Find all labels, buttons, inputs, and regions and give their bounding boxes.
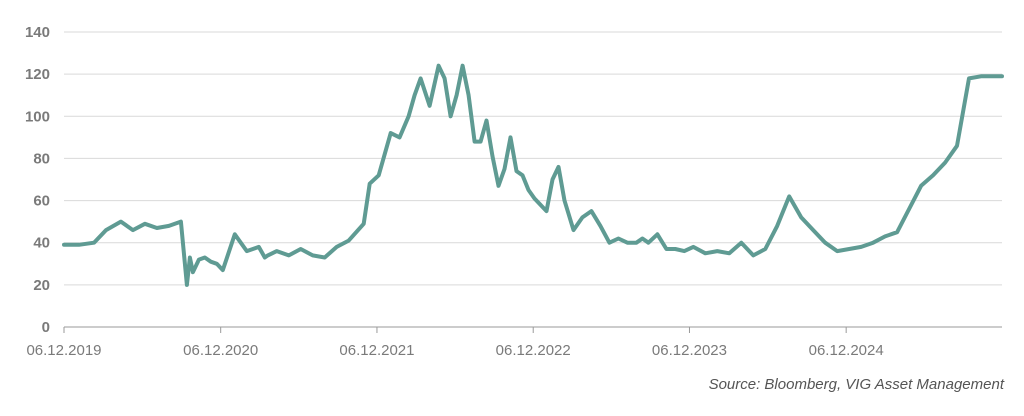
x-tick-label: 06.12.2023: [652, 342, 727, 359]
y-tick-label: 100: [25, 108, 50, 125]
x-axis: 06.12.2019 06.12.2020 06.12.2021 06.12.2022…: [26, 326, 1002, 359]
y-tick-label: 80: [33, 150, 50, 167]
y-tick-label: 40: [33, 235, 50, 252]
x-tick-label: 06.12.2024: [809, 342, 884, 359]
y-tick-label: 20: [33, 277, 50, 294]
y-tick-label: 0: [42, 319, 50, 336]
grid-lines: [64, 31, 1002, 286]
x-tick-label: 06.12.2019: [26, 342, 101, 359]
y-tick-label: 140: [25, 24, 50, 41]
x-tick-label: 06.12.2021: [339, 342, 414, 359]
y-axis: 0 20 40 60 80 100 120 140: [25, 24, 50, 336]
series-group: [62, 63, 1004, 287]
y-tick-label: 120: [25, 66, 50, 83]
source-note: Source: Bloomberg, VIG Asset Management: [708, 376, 1004, 393]
y-tick-label: 60: [33, 193, 50, 210]
x-tick-label: 06.12.2022: [496, 342, 571, 359]
series-line: [62, 63, 1004, 287]
x-tick-label: 06.12.2020: [183, 342, 258, 359]
